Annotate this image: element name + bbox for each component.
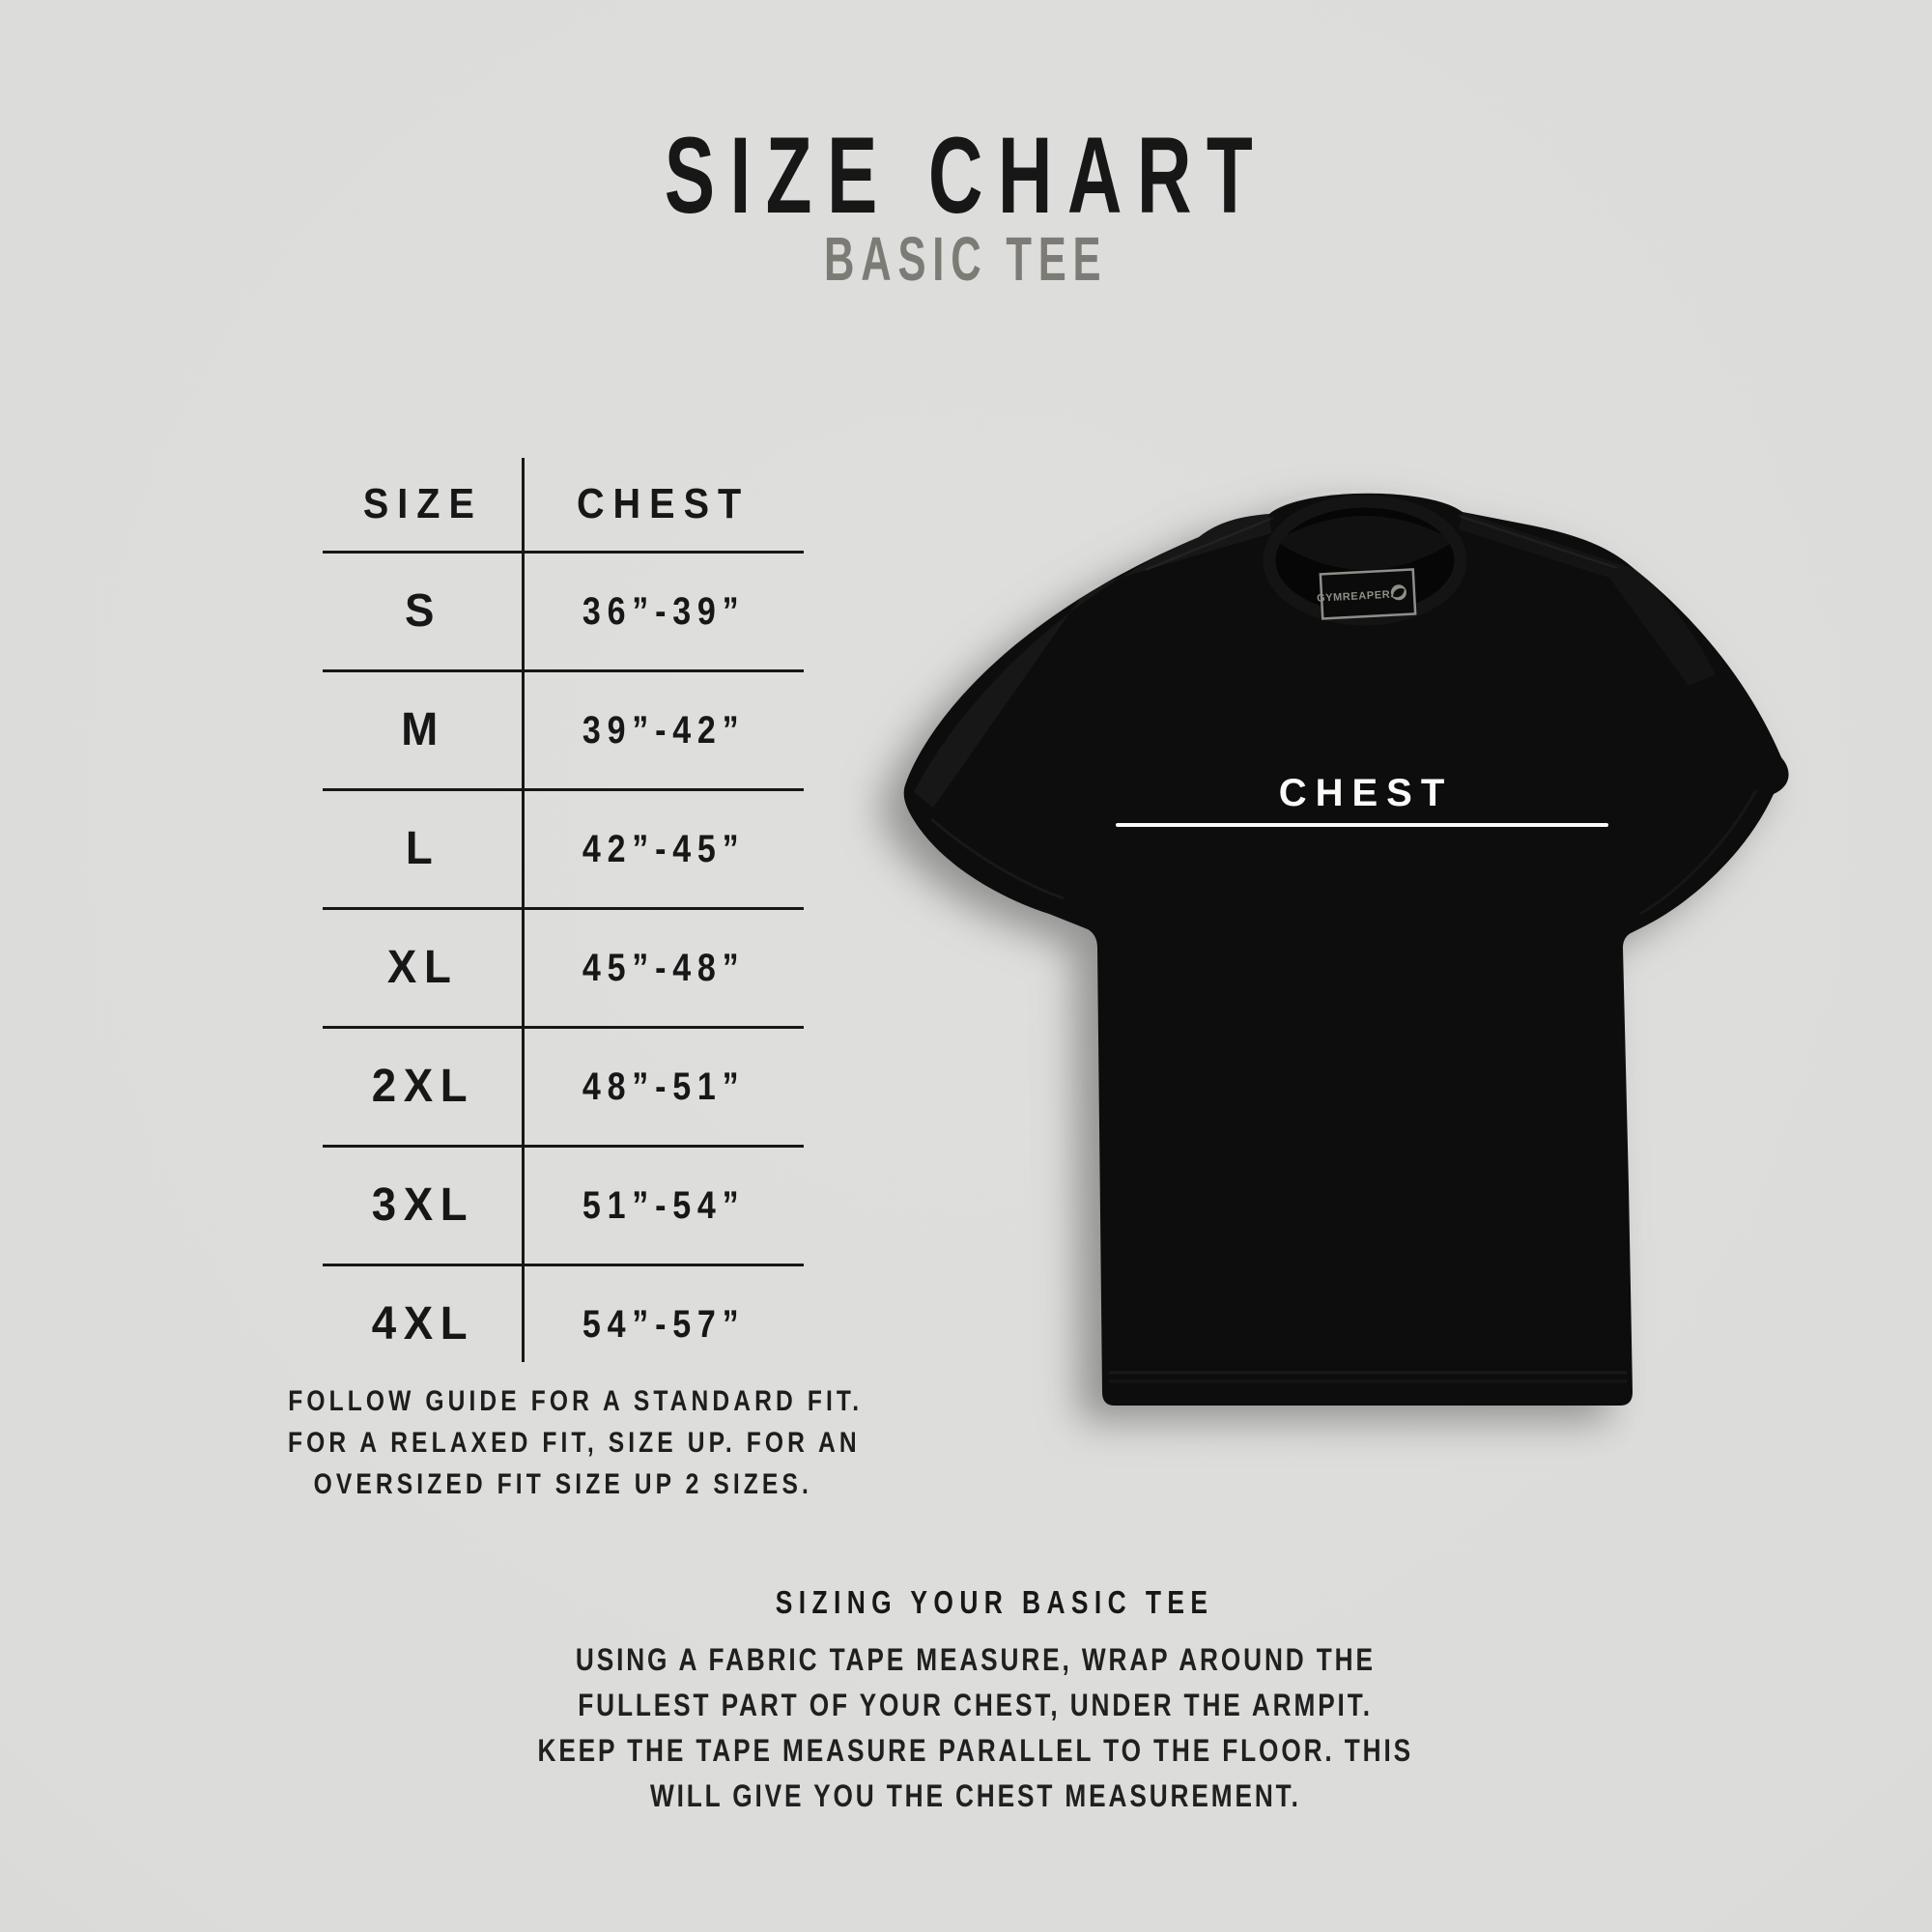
chest-cell: 45”-48” <box>524 949 804 987</box>
size-value: 2XL <box>371 1061 475 1112</box>
size-value: 4XL <box>371 1298 475 1350</box>
left-sleeve-highlight <box>914 514 1271 808</box>
table-header-size-label: SIZE <box>362 480 484 527</box>
chest-value: 45”-48” <box>582 947 746 989</box>
tshirt-graphic: GYMREAPERS CHEST <box>903 490 1789 1406</box>
sizing-body-line: FULLEST PART OF YOUR CHEST, UNDER THE AR… <box>578 1688 1374 1722</box>
size-cell: M <box>323 707 524 753</box>
sizing-section-heading: SIZING YOUR BASIC TEE <box>58 1586 1932 1618</box>
page-subtitle: BASIC TEE <box>0 228 1932 290</box>
chest-cell: 51”-54” <box>524 1186 804 1225</box>
fit-note-line: FOR A RELAXED FIT, SIZE UP. FOR AN <box>288 1427 861 1459</box>
chest-cell: 39”-42” <box>524 711 804 750</box>
table-header-chest: CHEST <box>524 483 804 526</box>
chest-cell: 48”-51” <box>524 1067 804 1106</box>
size-value: S <box>404 585 441 637</box>
size-value: XL <box>387 942 459 993</box>
chest-annotation-label: CHEST <box>1279 772 1454 814</box>
left-sleeve-hem-seam <box>930 817 1065 900</box>
size-cell: XL <box>323 945 524 991</box>
chest-value: 51”-54” <box>582 1184 746 1227</box>
size-cell: L <box>323 826 524 872</box>
sizing-body-line: WILL GIVE YOU THE CHEST MEASUREMENT. <box>650 1778 1301 1813</box>
size-cell: 4XL <box>323 1301 524 1348</box>
collar-top-highlight <box>1270 490 1462 511</box>
size-cell: 3XL <box>323 1182 524 1229</box>
right-shoulder-seam <box>1458 514 1618 570</box>
page-title-text: SIZE CHART <box>664 115 1268 236</box>
neck-label-patch <box>1319 568 1417 620</box>
table-column-divider <box>522 458 525 1362</box>
chest-value: 36”-39” <box>582 590 746 633</box>
table-header-size: SIZE <box>323 483 524 526</box>
table-row: 2XL 48”-51” <box>323 1029 804 1148</box>
chest-cell: 54”-57” <box>524 1305 804 1344</box>
chest-value: 42”-45” <box>582 828 746 870</box>
table-header-row: SIZE CHEST <box>323 458 804 554</box>
chest-value: 48”-51” <box>582 1065 746 1108</box>
sizing-body-line: KEEP THE TAPE MEASURE PARALLEL TO THE FL… <box>537 1733 1414 1768</box>
chest-measurement-line <box>1116 823 1608 827</box>
sizing-body-line: USING A FABRIC TAPE MEASURE, WRAP AROUND… <box>576 1642 1376 1677</box>
left-shoulder-seam <box>1145 516 1274 572</box>
size-value: 3XL <box>371 1179 475 1231</box>
neck-label-brand: GYMREAPERS <box>1317 588 1399 604</box>
inner-back-collar <box>1275 516 1455 570</box>
table-row: M 39”-42” <box>323 672 804 791</box>
collar-rib-band <box>1263 495 1467 626</box>
chest-cell: 36”-39” <box>524 592 804 631</box>
size-cell: S <box>323 588 524 635</box>
table-header-chest-label: CHEST <box>577 480 751 527</box>
gymreapers-logo-icon-detail <box>1393 588 1405 598</box>
page-subtitle-text: BASIC TEE <box>824 224 1108 294</box>
sizing-section-body: USING A FABRIC TAPE MEASURE, WRAP AROUND… <box>19 1640 1932 1822</box>
sizing-heading-text: SIZING YOUR BASIC TEE <box>776 1584 1214 1620</box>
size-cell: 2XL <box>323 1064 524 1110</box>
chest-value: 54”-57” <box>582 1303 746 1346</box>
fit-note: FOLLOW GUIDE FOR A STANDARD FIT. FOR A R… <box>225 1383 901 1508</box>
chest-cell: 42”-45” <box>524 830 804 868</box>
page-title: SIZE CHART <box>0 122 1932 230</box>
table-row: XL 45”-48” <box>323 910 804 1029</box>
size-value: M <box>401 704 445 755</box>
table-row: 3XL 51”-54” <box>323 1148 804 1266</box>
size-table: SIZE CHEST S 36”-39” M 39”-42” L 42”-45”… <box>323 458 804 1362</box>
table-row: 4XL 54”-57” <box>323 1266 804 1382</box>
chest-value: 39”-42” <box>582 709 746 752</box>
fit-note-line: OVERSIZED FIT SIZE UP 2 SIZES. <box>313 1468 813 1500</box>
table-row: S 36”-39” <box>323 554 804 672</box>
neck-label: GYMREAPERS <box>1317 568 1417 620</box>
size-value: L <box>406 823 440 874</box>
right-sleeve-hem-seam <box>1639 789 1758 916</box>
table-row: L 42”-45” <box>323 791 804 910</box>
fit-note-line: FOLLOW GUIDE FOR A STANDARD FIT. <box>288 1385 864 1417</box>
tshirt-silhouette <box>903 493 1789 1406</box>
